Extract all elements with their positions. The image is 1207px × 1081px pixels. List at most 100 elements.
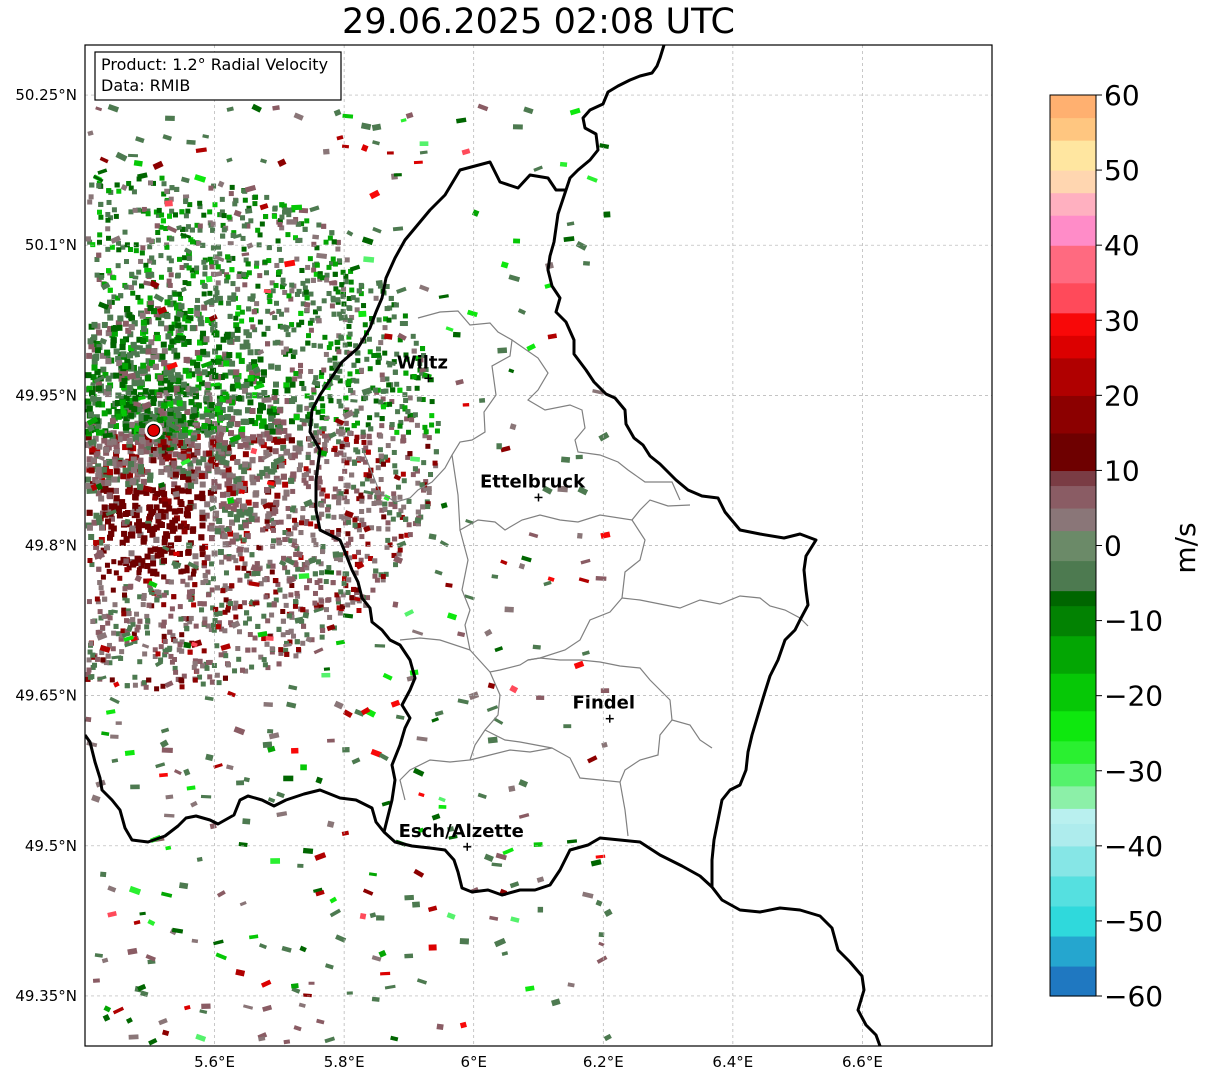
radar-echo — [455, 378, 464, 386]
radar-echo — [85, 671, 91, 677]
radar-echo — [260, 979, 272, 988]
radar-echo — [339, 426, 345, 432]
radar-echo — [250, 293, 256, 299]
radar-echo — [395, 484, 401, 490]
radar-echo — [340, 440, 346, 446]
radar-echo — [378, 399, 384, 405]
radar-echo — [199, 545, 206, 552]
radar-echo — [124, 598, 130, 604]
radar-echo — [187, 202, 193, 208]
lon-tick-label: 5.6°E — [194, 1053, 235, 1071]
radar-echo — [94, 257, 100, 263]
radar-echo — [346, 991, 353, 995]
radar-echo — [239, 432, 246, 439]
latitude-axis: 50.25°N50.1°N49.95°N49.8°N49.65°N49.5°N4… — [15, 86, 77, 1005]
radar-echo — [106, 188, 112, 194]
radar-echo — [171, 347, 178, 354]
radar-echo — [329, 908, 341, 918]
radar-echo — [407, 451, 413, 457]
radar-echo — [155, 651, 161, 657]
radar-echo — [285, 629, 291, 635]
radar-echo — [365, 422, 371, 428]
radar-echo — [259, 422, 266, 429]
radar-echo — [508, 368, 515, 374]
radar-echo — [85, 428, 92, 435]
radar-echo — [376, 915, 385, 921]
radar-echo — [109, 515, 116, 522]
radar-echo — [370, 748, 382, 758]
radar-echo — [168, 272, 174, 278]
radar-echo — [317, 273, 323, 279]
radar-echo — [113, 468, 120, 475]
radar-echo — [249, 664, 255, 670]
radar-echo — [180, 450, 187, 457]
radar-echo — [150, 354, 160, 361]
radar-echo — [179, 264, 185, 270]
radar-echo — [384, 376, 390, 382]
radar-echo — [287, 639, 293, 645]
radar-echo — [285, 531, 291, 537]
radar-echo — [219, 196, 225, 202]
radar-echo — [261, 389, 268, 396]
radar-echo — [110, 587, 116, 593]
radar-echo — [166, 225, 178, 234]
radar-echo — [170, 433, 177, 440]
radar-echo — [261, 331, 267, 337]
radar-echo — [171, 657, 177, 663]
radar-echo — [161, 557, 168, 564]
radar-echo — [186, 251, 192, 257]
radar-echo — [218, 415, 225, 422]
radar-echo — [101, 410, 108, 417]
radar-echo — [221, 213, 227, 219]
radar-echo — [336, 528, 342, 534]
radar-echo — [97, 455, 105, 462]
radar-echo — [392, 500, 398, 506]
radar-echo — [346, 230, 354, 237]
radar-echo — [336, 495, 342, 501]
radar-echo — [180, 473, 187, 480]
radar-echo — [587, 755, 598, 764]
radar-echo — [273, 578, 279, 584]
radar-echo — [603, 908, 613, 918]
radar-echo — [600, 531, 611, 539]
radar-echo — [510, 916, 520, 923]
radar-echo — [147, 295, 153, 301]
radar-echo — [96, 566, 102, 572]
radar-echo — [388, 501, 394, 507]
radar-echo — [404, 416, 410, 422]
radar-echo — [389, 424, 395, 430]
radar-echo — [393, 555, 404, 565]
radar-echo — [222, 675, 228, 681]
radar-echo — [267, 292, 273, 298]
radar-echo — [180, 520, 187, 527]
radar-echo — [264, 430, 271, 437]
radar-echo — [190, 571, 196, 577]
radar-echo — [299, 417, 311, 424]
radar-echo — [347, 341, 353, 347]
radar-echo — [167, 629, 173, 635]
radar-echo — [222, 440, 229, 447]
radar-echo — [213, 606, 219, 612]
radar-echo — [294, 256, 300, 262]
radar-echo — [171, 927, 184, 934]
radar-echo — [305, 451, 311, 457]
radar-echo — [170, 300, 177, 307]
radar-echo — [111, 630, 117, 636]
radar-echo — [285, 569, 291, 575]
radar-echo — [118, 293, 124, 299]
radar-echo — [167, 415, 174, 422]
radar-echo — [320, 544, 326, 550]
radar-echo — [97, 209, 103, 215]
radar-echo — [183, 1004, 191, 1011]
radar-echo — [241, 468, 248, 475]
radar-echo — [99, 524, 106, 531]
radar-echo — [319, 396, 325, 402]
radar-echo — [101, 466, 108, 473]
radar-echo — [310, 300, 316, 306]
radar-echo — [331, 311, 337, 317]
radar-echo — [251, 309, 257, 315]
radar-echo — [345, 442, 351, 448]
radar-echo — [126, 312, 133, 319]
radar-echo — [407, 532, 413, 538]
